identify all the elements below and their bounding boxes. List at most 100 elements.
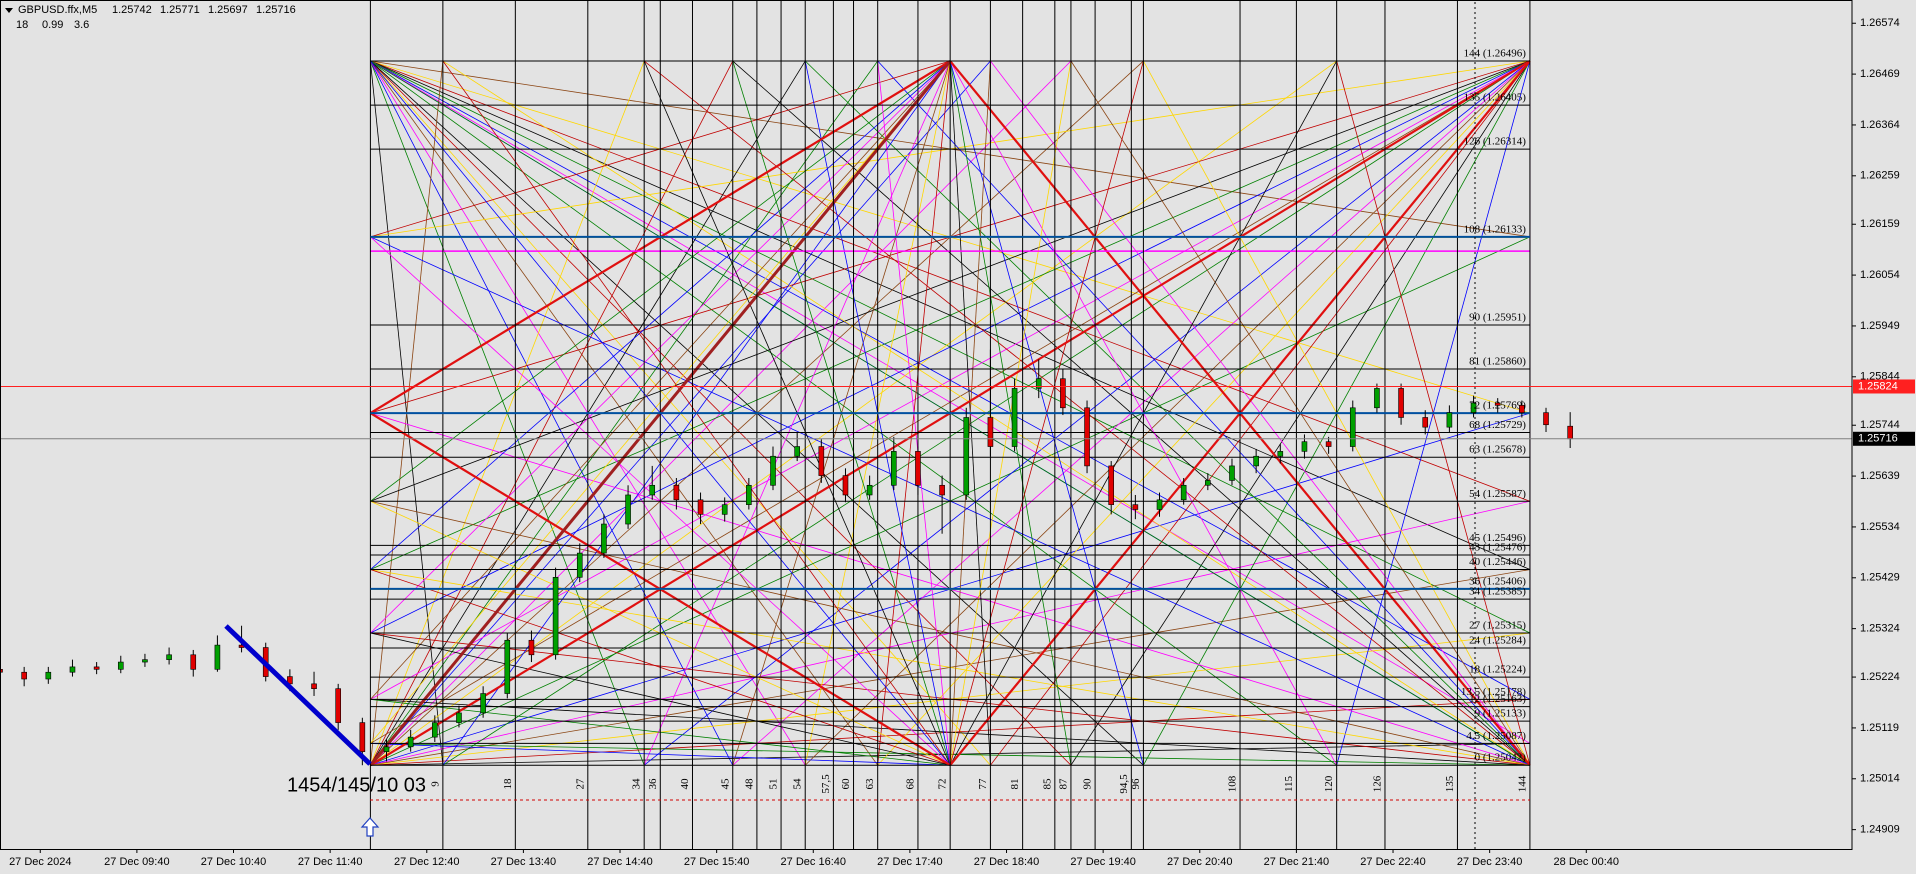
x-tick-label: 27 Dec 09:40 xyxy=(104,856,169,868)
y-tick-label: 1.25224 xyxy=(1860,671,1900,683)
level-label: 63 (1.25678) xyxy=(1469,444,1526,456)
level-label: 90 (1.25951) xyxy=(1469,312,1526,324)
candle-body xyxy=(407,736,414,748)
time-level-label: 87 xyxy=(1057,778,1069,790)
time-level-label: 96 xyxy=(1130,778,1142,790)
candle-body xyxy=(359,722,366,752)
x-tick-label: 27 Dec 2024 xyxy=(9,856,71,868)
candle-body xyxy=(1035,378,1042,389)
time-level-label: 63 xyxy=(864,778,876,790)
level-label: 12 (1.25163) xyxy=(1469,693,1526,705)
candle-body xyxy=(673,484,680,501)
y-tick-label: 1.24909 xyxy=(1860,824,1900,836)
candle-body xyxy=(1519,405,1525,413)
time-level-label: 126 xyxy=(1372,775,1384,792)
time-level-label: 115 xyxy=(1283,775,1295,792)
ohlc-high: 1.25771 xyxy=(160,4,200,16)
candle-body xyxy=(915,451,921,486)
collapse-icon xyxy=(5,8,13,13)
candle-body xyxy=(117,661,124,670)
time-level-label: 94,5 xyxy=(1118,774,1130,794)
x-tick-label: 27 Dec 16:40 xyxy=(781,856,846,868)
y-tick-label: 1.26574 xyxy=(1860,17,1900,29)
candle-body xyxy=(1132,504,1139,510)
x-tick-label: 27 Dec 19:40 xyxy=(1070,856,1135,868)
candle-body xyxy=(166,654,172,660)
time-level-label: 135 xyxy=(1444,775,1456,792)
candle-body xyxy=(625,494,631,525)
level-label: 13.5 (1.25178) xyxy=(1461,686,1526,698)
y-tick-label: 1.26259 xyxy=(1860,170,1900,182)
candle-body xyxy=(649,484,656,496)
time-level-label: 48 xyxy=(743,778,755,790)
time-level-label: 34 xyxy=(631,778,643,790)
candle-body xyxy=(1494,402,1501,406)
candle-body xyxy=(963,417,970,496)
x-tick-label: 27 Dec 21:40 xyxy=(1264,856,1329,868)
y-tick-label: 1.25534 xyxy=(1860,521,1900,533)
candle-body xyxy=(480,693,486,714)
ohlc-close: 1.25716 xyxy=(256,4,296,16)
candle-body xyxy=(1084,407,1090,467)
info-value: 18 xyxy=(16,19,28,31)
ask-box xyxy=(1853,379,1915,394)
x-tick-label: 27 Dec 20:40 xyxy=(1167,856,1232,868)
time-level-label: 90 xyxy=(1082,778,1094,790)
candle-body xyxy=(528,639,535,656)
candle-body xyxy=(1277,451,1284,457)
time-level-label: 85 xyxy=(1041,778,1053,790)
candle-body xyxy=(1374,388,1380,409)
candle-body xyxy=(1060,378,1066,409)
candle-body xyxy=(21,671,27,680)
y-tick-label: 1.26364 xyxy=(1860,119,1900,131)
y-tick-label: 1.25014 xyxy=(1860,773,1900,785)
level-label: 34 (1.25385) xyxy=(1469,586,1526,598)
time-level-label: 51 xyxy=(768,779,780,790)
x-tick-label: 27 Dec 17:40 xyxy=(877,856,942,868)
level-label: 126 (1.26314) xyxy=(1464,136,1527,148)
candle-body xyxy=(1567,425,1573,440)
candle-body xyxy=(1349,407,1356,447)
bid-box xyxy=(1853,431,1915,446)
candle-body xyxy=(504,639,511,694)
time-level-label: 18 xyxy=(502,778,514,790)
candle-body xyxy=(890,451,897,486)
candle-body xyxy=(1301,441,1308,452)
bid-label: 1.25716 xyxy=(1858,433,1898,445)
level-label: 9 (1.25133) xyxy=(1475,708,1527,720)
candle-body xyxy=(1011,388,1018,447)
x-tick-label: 27 Dec 14:40 xyxy=(587,856,652,868)
time-level-label: 144 xyxy=(1516,775,1528,792)
candle-body xyxy=(1446,412,1453,428)
y-tick-label: 1.26159 xyxy=(1860,218,1900,230)
y-tick-label: 1.25744 xyxy=(1860,419,1900,431)
level-label: 36 (1.25406) xyxy=(1469,575,1526,587)
candle-body xyxy=(576,552,583,578)
candle-body xyxy=(1253,455,1259,467)
level-label: 24 (1.25284) xyxy=(1469,635,1526,647)
level-label: 108 (1.26133) xyxy=(1464,223,1527,235)
level-label: 43 (1.25476) xyxy=(1469,542,1526,554)
candle-body xyxy=(456,712,462,723)
annotation: 1454/145/10 03 xyxy=(287,774,426,796)
candle-body xyxy=(1325,441,1332,447)
y-tick-label: 1.26054 xyxy=(1860,269,1900,281)
y-tick-label: 1.26469 xyxy=(1860,68,1900,80)
x-tick-label: 27 Dec 15:40 xyxy=(684,856,749,868)
candle-body xyxy=(311,683,317,689)
candle-body xyxy=(552,577,559,656)
candle-body xyxy=(383,746,390,752)
time-level-label: 54 xyxy=(792,778,804,790)
time-level-label: 77 xyxy=(977,778,989,790)
time-level-label: 9 xyxy=(429,781,441,787)
candle-body xyxy=(1108,465,1114,505)
candle-body xyxy=(69,666,76,673)
time-level-label: 45 xyxy=(719,778,731,790)
info-value: 0.99 xyxy=(42,19,63,31)
level-label: 68 (1.25729) xyxy=(1469,419,1526,431)
y-tick-label: 1.25324 xyxy=(1860,623,1900,635)
candle-body xyxy=(1229,465,1235,481)
level-label: 40 (1.25446) xyxy=(1469,556,1526,568)
